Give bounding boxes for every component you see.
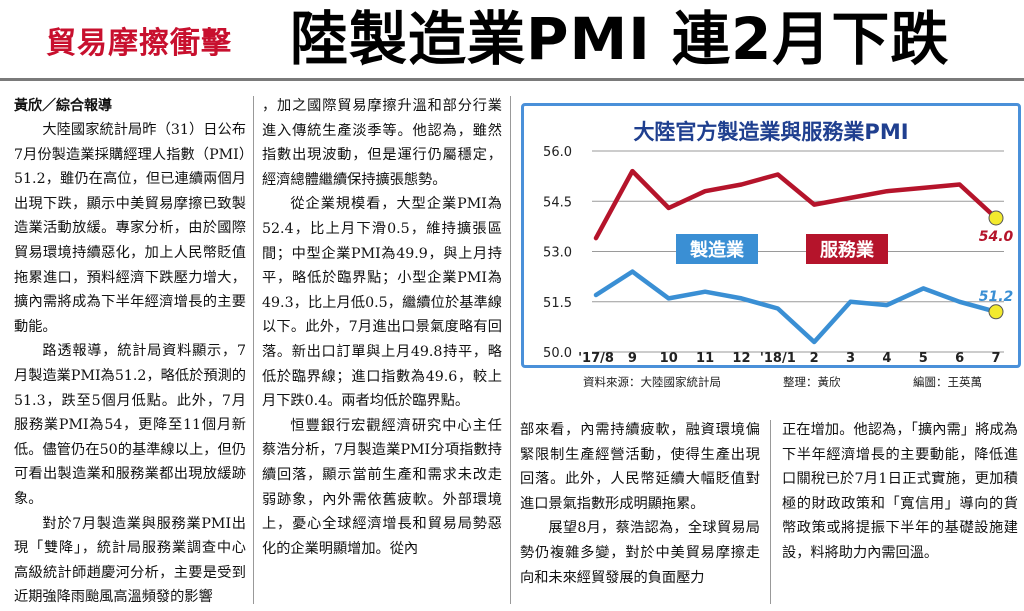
paragraph: 路透報導，統計局資料顯示，7月製造業PMI為51.2，略低於預測的51.3，跌至…	[14, 343, 246, 507]
chart-source: 資料來源：大陸國家統計局	[583, 375, 721, 389]
x-tick-label: '18/1	[760, 351, 796, 365]
paragraph: 展望8月，蔡浩認為，全球貿易局勢仍複雜多變，對於中美貿易摩擦走向和未來經貿發展的…	[520, 520, 760, 586]
paragraph: 恒豐銀行宏觀經濟研究中心主任蔡浩分析，7月製造業PMI分項指數持續回落，顯示當前…	[262, 417, 502, 557]
kicker: 貿易摩擦衝擊	[46, 26, 232, 61]
legend-box	[806, 234, 888, 264]
paragraph: 正在增加。他認為，「擴內需」將成為下半年經濟增長的主要動能，降低進口關稅已於7月…	[782, 422, 1018, 561]
column-divider	[510, 96, 511, 604]
x-tick-label: 2	[810, 351, 819, 365]
paragraph: 大陸國家統計局昨（31）日公布7月份製造業採購經理人指數（PMI）51.2，雖仍…	[14, 122, 246, 335]
y-tick-label: 53.0	[543, 246, 572, 261]
paragraph: 從企業規模看，大型企業PMI為52.4，比上月下滑0.5，維持擴張區間；中型企業…	[262, 196, 502, 410]
x-tick-label: 7	[991, 351, 1000, 365]
header-rule	[0, 78, 1024, 81]
end-point	[988, 304, 1004, 320]
chart-editor: 整理：黃欣	[783, 375, 841, 389]
x-tick-label: 5	[919, 351, 928, 365]
x-tick-label: '17/8	[578, 351, 614, 365]
y-tick-label: 51.5	[543, 296, 572, 311]
end-value-label: 54.0	[979, 229, 1014, 245]
end-point	[988, 210, 1004, 226]
x-tick-label: 9	[628, 351, 637, 365]
article-column-3: 部來看，內需持續疲軟，融資環境偏緊限制生產經營活動，使得生產出現回落。此外，人民…	[520, 418, 760, 590]
x-tick-label: 4	[882, 351, 891, 365]
legend-label: 服務業	[820, 239, 875, 261]
legend-label: 製造業	[689, 239, 745, 261]
chart-svg: 大陸官方製造業與服務業PMI 56.0 54.5 53.0 51.5 50.0 '17/8 9…	[543, 120, 1014, 365]
paragraph: 對於7月製造業與服務業PMI出現「雙降」，統計局服務業調查中心高級統計師趙慶河分…	[14, 515, 246, 606]
x-tick-label: 10	[660, 351, 678, 365]
article-column-4: 正在增加。他認為，「擴內需」將成為下半年經濟增長的主要動能，降低進口關稅已於7月…	[782, 418, 1018, 566]
y-tick-label: 50.0	[543, 346, 572, 361]
chart-title: 大陸官方製造業與服務業PMI	[633, 120, 908, 144]
header: 貿易摩擦衝擊 陸製造業PMI 連2月下跌	[0, 0, 1024, 81]
paragraph: ，加之國際貿易摩擦升溫和部分行業進入傳統生產淡季等。他認為，雖然指數出現波動，但…	[262, 98, 502, 188]
x-tick-label: 12	[732, 351, 750, 365]
legend-box	[676, 234, 758, 264]
article-column-2: ，加之國際貿易摩擦升溫和部分行業進入傳統生產淡季等。他認為，雖然指數出現波動，但…	[262, 94, 502, 561]
series-line-manufacturing	[593, 269, 999, 345]
end-value-label: 51.2	[979, 289, 1014, 305]
y-tick-label: 56.0	[543, 145, 572, 160]
y-tick-label: 54.5	[543, 195, 572, 210]
article-column-1: 黃欣／綜合報導 大陸國家統計局昨（31）日公布7月份製造業採購經理人指數（PMI…	[14, 94, 246, 610]
column-divider	[253, 96, 254, 604]
x-tick-label: 11	[696, 351, 714, 365]
paragraph: 部來看，內需持續疲軟，融資環境偏緊限制生產經營活動，使得生產出現回落。此外，人民…	[520, 422, 760, 512]
x-tick-label: 3	[846, 351, 855, 365]
series-line-services	[593, 168, 999, 241]
column-divider	[770, 420, 771, 604]
x-tick-label: 6	[955, 351, 964, 365]
byline: 黃欣／綜合報導	[14, 98, 112, 114]
headline: 陸製造業PMI 連2月下跌	[290, 5, 950, 73]
pmi-chart: 大陸官方製造業與服務業PMI 56.0 54.5 53.0 51.5 50.0 '17/8 9…	[521, 103, 1021, 368]
chart-designer: 編圖：王英萬	[913, 375, 982, 389]
